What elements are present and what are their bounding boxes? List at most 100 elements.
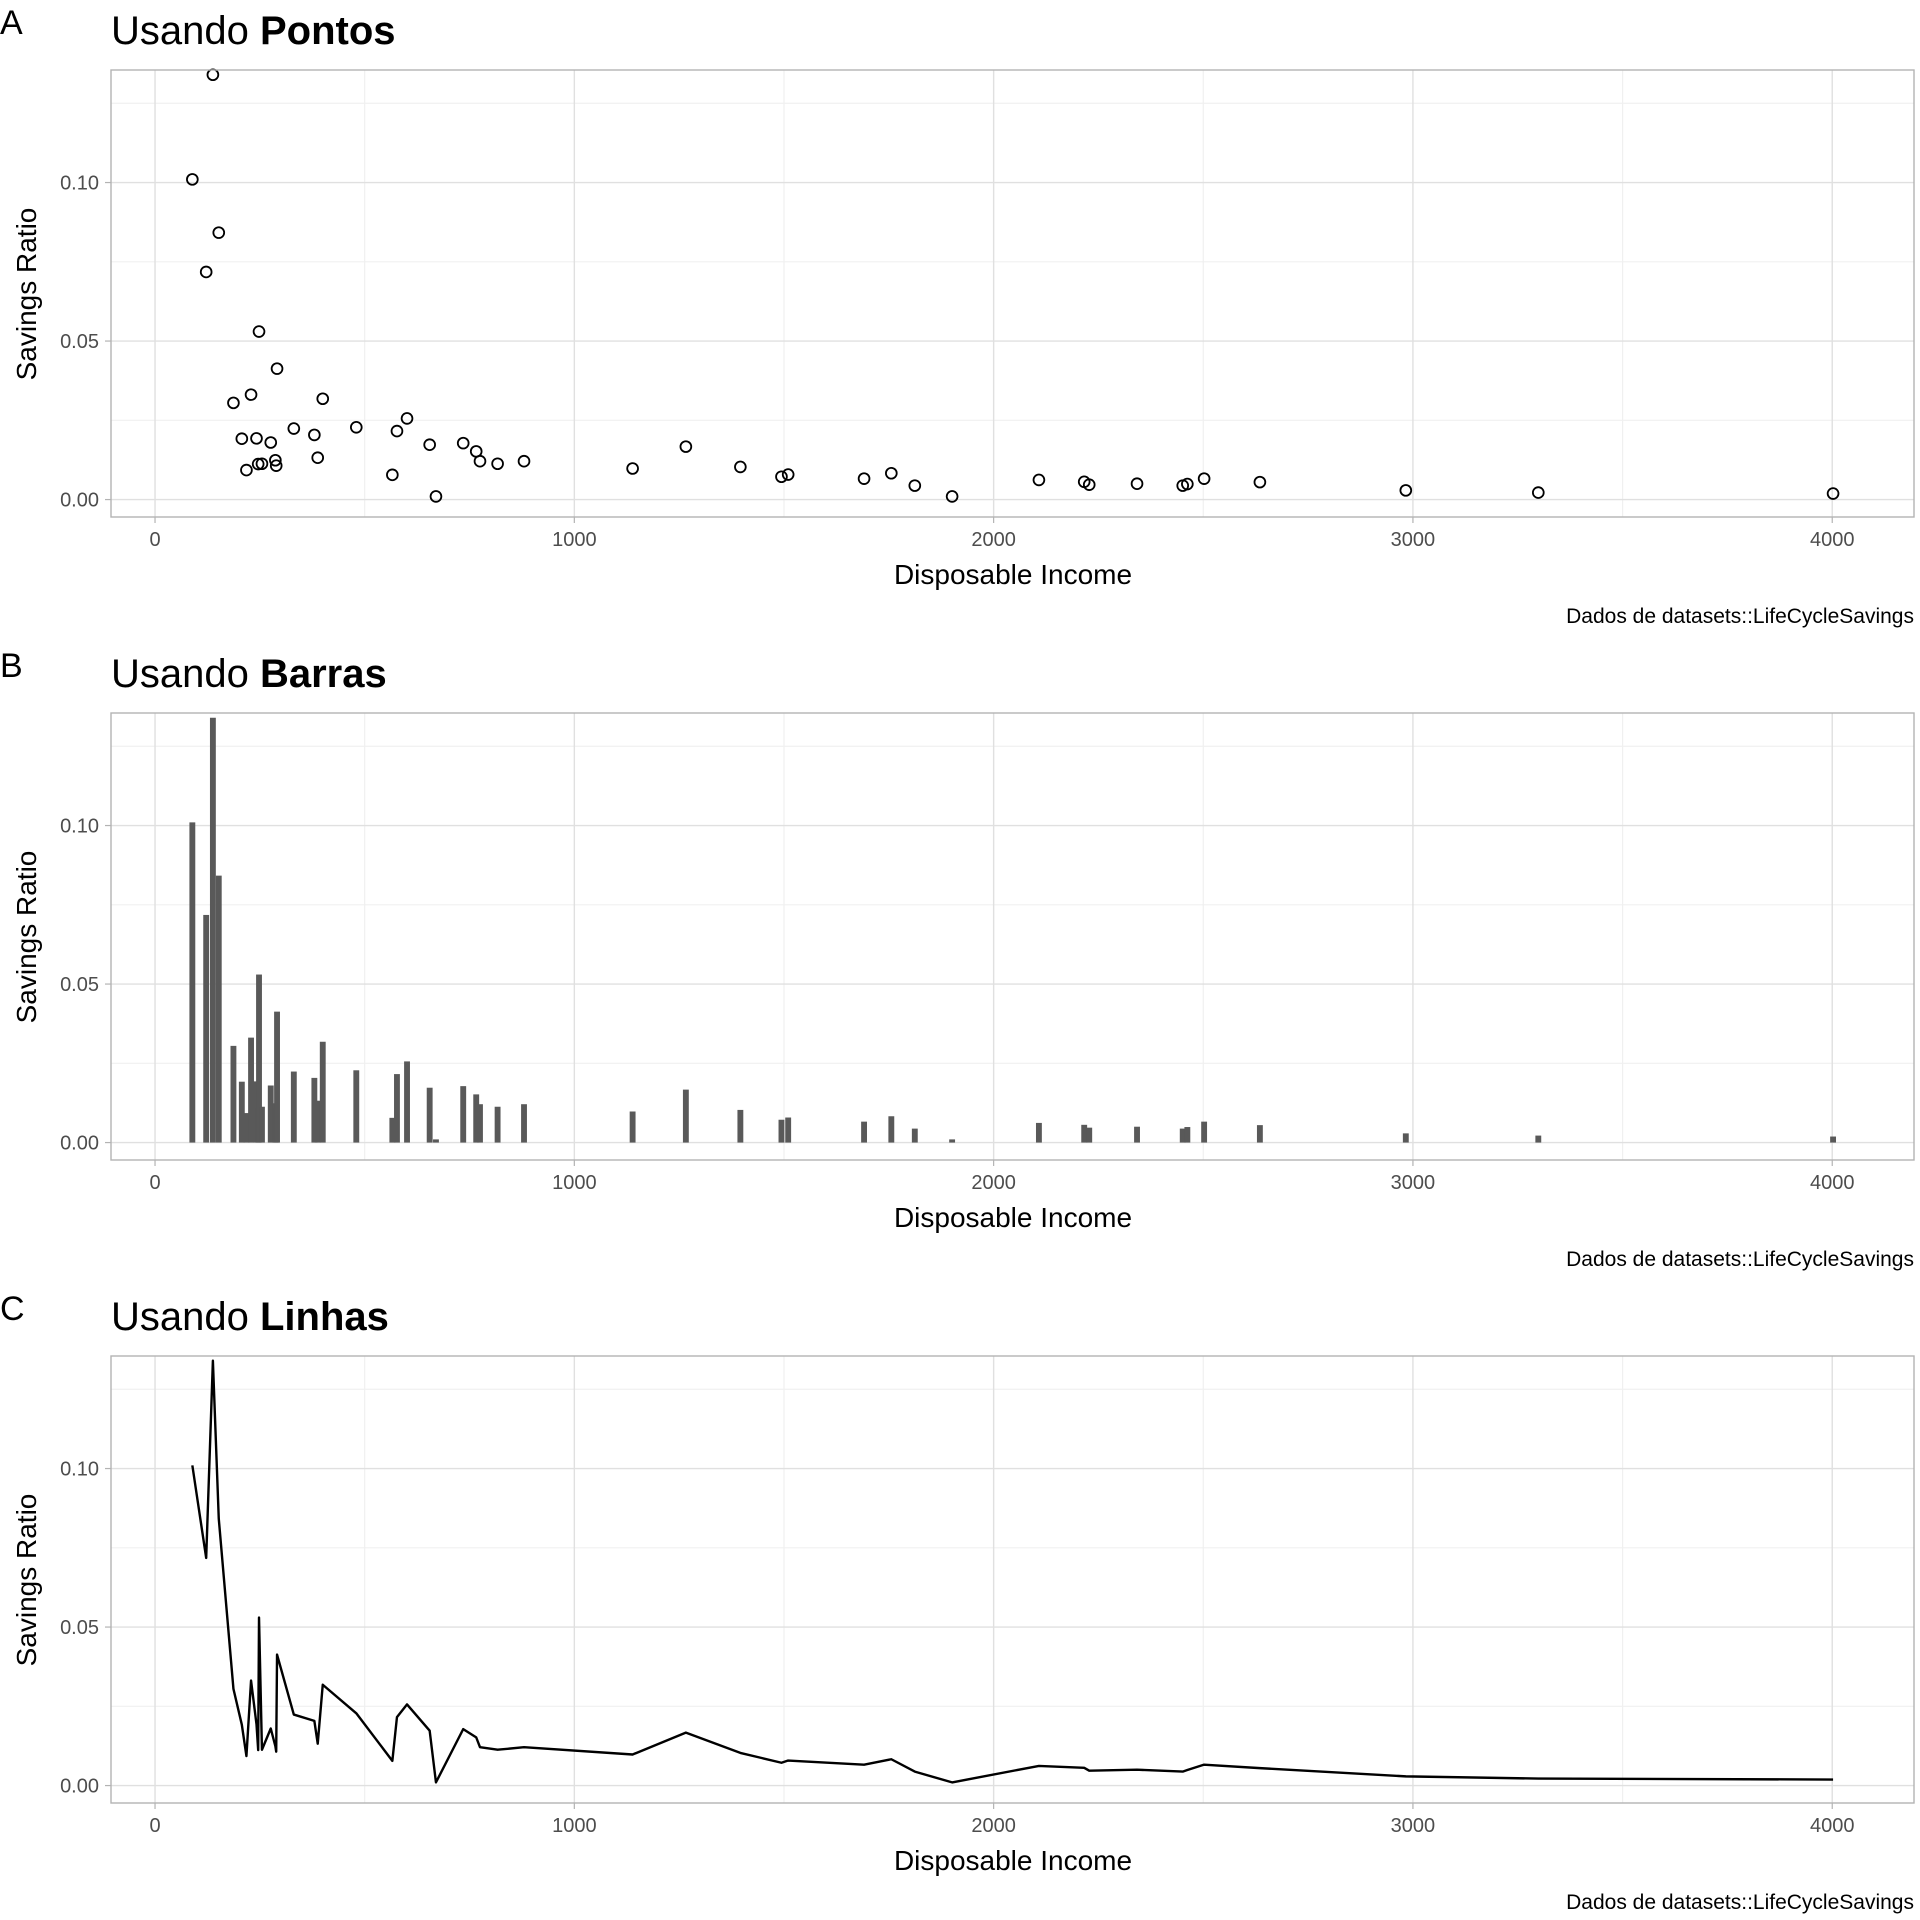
caption: Dados de datasets::LifeCycleSavings xyxy=(1566,1248,1914,1271)
data-point xyxy=(235,432,249,445)
y-axis-title: Savings Ratio xyxy=(11,208,42,381)
bar xyxy=(1035,1122,1042,1143)
y-tick-label: 0.00 xyxy=(60,490,99,512)
x-tick-label: 4000 xyxy=(1810,529,1855,551)
bar xyxy=(911,1128,918,1143)
bar xyxy=(404,1061,410,1143)
bar xyxy=(1256,1125,1263,1143)
x-tick-label: 1000 xyxy=(552,1815,597,1837)
bar xyxy=(494,1106,501,1143)
x-tick-label: 0 xyxy=(149,529,160,551)
bar xyxy=(353,1070,360,1143)
bar xyxy=(209,717,216,1143)
bar xyxy=(319,1041,326,1143)
bar xyxy=(243,1113,250,1143)
chart-title-prefix: Usando xyxy=(111,1295,260,1339)
data-point xyxy=(679,440,693,453)
x-tick-label: 2000 xyxy=(971,1172,1016,1194)
caption: Dados de datasets::LifeCycleSavings xyxy=(1566,1891,1914,1914)
data-point xyxy=(1399,484,1413,497)
plot-area: 0 1000 2000 3000 4000 0.00 0.05 0.10 xyxy=(60,1355,1915,1837)
bar xyxy=(290,1071,297,1143)
data-point xyxy=(423,438,436,452)
y-tick-label: 0.05 xyxy=(60,1617,99,1639)
chart-title: Usando Barras xyxy=(111,652,387,696)
bar xyxy=(230,1045,237,1143)
bar xyxy=(394,1074,400,1143)
data-point xyxy=(1181,477,1194,491)
bar xyxy=(311,1077,318,1143)
chart-title-bold: Pontos xyxy=(260,9,396,53)
y-axis-title: Savings Ratio xyxy=(11,1494,42,1667)
bar xyxy=(267,1085,274,1143)
bar xyxy=(1086,1127,1093,1143)
panel-tag: C xyxy=(0,1290,25,1328)
bar xyxy=(1402,1133,1409,1143)
bar xyxy=(1535,1135,1542,1143)
x-tick-label: 3000 xyxy=(1391,1172,1436,1194)
data-point xyxy=(945,490,959,503)
data-point xyxy=(308,428,321,442)
bar xyxy=(888,1116,895,1143)
chart-title: Usando Pontos xyxy=(111,9,396,53)
panel-tag: A xyxy=(0,4,23,42)
bar xyxy=(256,974,262,1143)
y-tick-label: 0.10 xyxy=(60,1459,99,1481)
bar xyxy=(460,1086,467,1143)
data-point xyxy=(255,457,269,471)
plot-area: 0 1000 2000 3000 4000 0.00 0.05 0.10 xyxy=(60,68,1915,551)
data-point xyxy=(456,436,470,450)
bar xyxy=(1179,1128,1186,1143)
x-tick-label: 0 xyxy=(149,1815,160,1837)
data-point xyxy=(349,420,363,434)
data-point xyxy=(1032,473,1046,487)
data-point xyxy=(390,424,404,438)
data-point xyxy=(212,226,226,239)
data-point xyxy=(316,392,330,406)
data-point xyxy=(250,432,263,445)
data-point xyxy=(734,460,747,474)
x-tick-label: 1000 xyxy=(552,1172,597,1194)
bar xyxy=(215,875,222,1143)
data-point xyxy=(429,490,443,503)
x-tick-label: 2000 xyxy=(971,529,1016,551)
data-point xyxy=(857,472,871,485)
x-tick-label: 0 xyxy=(149,1172,160,1194)
data-point xyxy=(473,454,487,468)
y-tick-label: 0.10 xyxy=(60,173,99,195)
data-point xyxy=(400,412,414,425)
bar xyxy=(629,1111,636,1143)
chart-title-prefix: Usando xyxy=(111,652,260,696)
bar xyxy=(274,1011,280,1143)
data-point xyxy=(1253,475,1267,489)
bar xyxy=(203,914,210,1143)
data-point xyxy=(1130,477,1144,491)
data-point xyxy=(252,325,266,338)
x-axis-title: Disposable Income xyxy=(894,559,1132,590)
bar xyxy=(238,1081,245,1143)
bar xyxy=(426,1087,433,1143)
data-point xyxy=(206,68,220,82)
plot-area: 0 1000 2000 3000 4000 0.00 0.05 0.10 xyxy=(60,712,1915,1194)
data-point xyxy=(270,362,284,375)
data-point xyxy=(386,468,399,482)
x-tick-label: 3000 xyxy=(1391,529,1436,551)
data-point xyxy=(287,422,301,435)
data-point xyxy=(227,396,240,410)
x-tick-label: 4000 xyxy=(1810,1815,1855,1837)
data-point xyxy=(311,451,325,465)
data-point xyxy=(517,454,531,468)
panel-tag: B xyxy=(0,647,23,685)
bar xyxy=(389,1117,396,1143)
x-axis-title: Disposable Income xyxy=(894,1202,1132,1233)
bar xyxy=(1134,1126,1140,1143)
panel-b: B Usando Barras 0 1000 2000 3000 4000 0.00 0.0… xyxy=(0,647,1915,1271)
bar xyxy=(433,1139,439,1143)
panel-a: A Usando Pontos 0 1000 2000 3000 4000 0.00 0.0… xyxy=(0,4,1915,628)
x-tick-label: 4000 xyxy=(1810,1172,1855,1194)
panel-border xyxy=(110,69,1915,518)
bar xyxy=(248,1037,254,1143)
data-point xyxy=(186,173,199,186)
bar xyxy=(477,1104,483,1143)
